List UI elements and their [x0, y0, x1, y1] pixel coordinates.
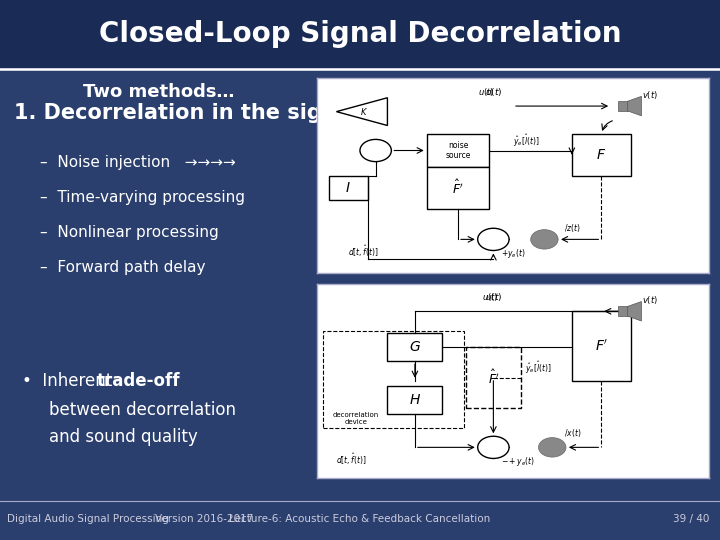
Text: $\hat{y}_e[\hat{l}(t)]$: $\hat{y}_e[\hat{l}(t)]$ [513, 132, 540, 149]
Text: $H$: $H$ [409, 393, 421, 407]
Circle shape [477, 228, 509, 251]
Text: –  Nonlinear processing: – Nonlinear processing [40, 225, 218, 240]
Bar [427, 134, 490, 167]
Bar [0, 0, 720, 68]
Text: –  Noise injection   →→→→: – Noise injection →→→→ [40, 154, 235, 170]
Text: $+y_e(t)$: $+y_e(t)$ [501, 247, 526, 260]
Polygon shape [628, 301, 642, 321]
Text: $d[t, \hat{f}(t)]$: $d[t, \hat{f}(t)]$ [348, 244, 379, 259]
Text: $F$: $F$ [596, 147, 606, 161]
Text: $/ z(t)$: $/ z(t)$ [564, 222, 581, 234]
Text: noise
source: noise source [446, 141, 471, 160]
Text: $u(t)$: $u(t)$ [482, 291, 498, 303]
Text: between decorrelation: between decorrelation [49, 401, 236, 420]
Text: Version 2016-2017: Version 2016-2017 [155, 515, 253, 524]
Text: $v(t)$: $v(t)$ [642, 294, 659, 306]
Circle shape [531, 230, 558, 249]
Bar [572, 134, 631, 176]
Bar [387, 386, 442, 414]
Circle shape [360, 139, 392, 161]
Text: trade-off: trade-off [97, 372, 181, 390]
Bar [387, 334, 442, 361]
Polygon shape [336, 98, 387, 125]
Text: Digital Audio Signal Processing: Digital Audio Signal Processing [7, 515, 169, 524]
Text: Two methods…: Two methods… [83, 83, 234, 101]
Text: $K$: $K$ [360, 106, 368, 117]
Text: 39 / 40: 39 / 40 [672, 515, 709, 524]
Text: $\hat{y}_e[\hat{l}(t)]$: $\hat{y}_e[\hat{l}(t)]$ [525, 360, 552, 376]
Text: $u(t)$: $u(t)$ [485, 86, 502, 98]
Text: Lecture-6: Acoustic Echo & Feedback Cancellation: Lecture-6: Acoustic Echo & Feedback Canc… [230, 515, 490, 524]
Bar [618, 101, 628, 111]
Polygon shape [628, 96, 642, 116]
Text: $F'$: $F'$ [595, 339, 608, 354]
Text: •  Inherent: • Inherent [22, 372, 117, 390]
Text: Closed-Loop Signal Decorrelation: Closed-Loop Signal Decorrelation [99, 20, 621, 48]
Text: 1. Decorrelation in the signal loop: 1. Decorrelation in the signal loop [14, 103, 416, 124]
Text: $/ x(t)$: $/ x(t)$ [564, 427, 582, 439]
Bar [466, 347, 521, 408]
Text: $G$: $G$ [409, 340, 421, 354]
Bar [572, 311, 631, 381]
Circle shape [477, 436, 509, 458]
Text: and sound quality: and sound quality [49, 428, 198, 447]
Text: –  Forward path delay: – Forward path delay [40, 260, 205, 275]
Text: $u(t)$: $u(t)$ [477, 86, 494, 98]
Text: $v(t)$: $v(t)$ [642, 89, 659, 101]
Text: $\hat{F}'$: $\hat{F}'$ [487, 369, 499, 387]
Text: $u(t)$: $u(t)$ [485, 292, 502, 303]
Text: $\hat{F}'$: $\hat{F}'$ [452, 179, 464, 197]
Text: $d[t, \hat{f}(t)]$: $d[t, \hat{f}(t)]$ [336, 451, 367, 467]
Text: –  Time-varying processing: – Time-varying processing [40, 190, 245, 205]
Bar [323, 330, 464, 428]
Bar [618, 306, 628, 316]
Circle shape [539, 437, 566, 457]
Bar [427, 167, 490, 209]
Bar [328, 176, 368, 200]
Text: $I$: $I$ [346, 181, 351, 195]
Text: $- +  y_e(t)$: $- + y_e(t)$ [501, 455, 536, 468]
Text: decorrelation
device: decorrelation device [333, 411, 379, 424]
